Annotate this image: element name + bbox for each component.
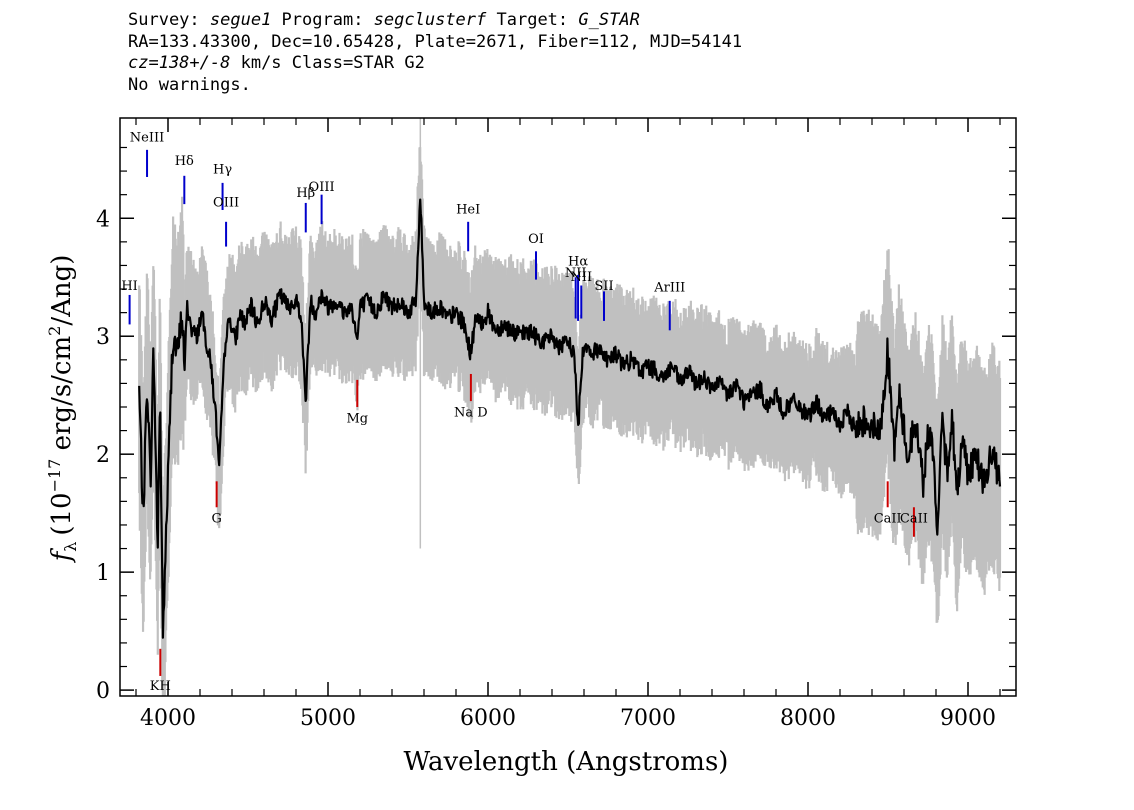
y-tick-label: 1 bbox=[96, 561, 110, 586]
spectral-line-label: Hβ bbox=[296, 186, 315, 201]
spectral-line-label: Mg bbox=[346, 411, 368, 426]
spectral-line-label: Hγ bbox=[213, 162, 232, 177]
header-line-redshift: cz=138+/-8 km/s Class=STAR G2 bbox=[128, 53, 1028, 75]
y-axis-title: fλ(10−17 erg/s/cm2/Ang) bbox=[45, 255, 80, 564]
target-label: Target: bbox=[486, 10, 579, 30]
spectral-line-label: CaII bbox=[900, 512, 928, 527]
y-axis-close: /Ang) bbox=[47, 255, 77, 326]
header-line-survey: Survey: segue1 Program: segclusterf Targ… bbox=[128, 10, 1028, 32]
spectrum-header: Survey: segue1 Program: segclusterf Targ… bbox=[128, 10, 1028, 96]
spectral-line-label: OIII bbox=[213, 195, 239, 210]
x-tick-label: 5000 bbox=[300, 706, 356, 731]
spectral-line-label: HI bbox=[121, 279, 137, 294]
y-axis-open: (10 bbox=[47, 492, 77, 535]
spectral-line-label: OIII bbox=[309, 180, 335, 195]
flux-layer bbox=[138, 198, 1002, 639]
target-value: G_STAR bbox=[578, 10, 640, 30]
y-axis-subscript: λ bbox=[61, 542, 80, 552]
y-axis-exp1: −17 bbox=[45, 459, 64, 493]
spectral-line-label: HeI bbox=[456, 203, 480, 218]
redshift-value: cz=138+/-8 bbox=[128, 53, 231, 73]
x-tick-label: 6000 bbox=[460, 706, 516, 731]
x-axis-title: Wavelength (Angstroms) bbox=[404, 747, 729, 777]
x-tick-label: 8000 bbox=[780, 706, 836, 731]
y-tick-label: 2 bbox=[96, 443, 110, 468]
spectral-line-label: SII bbox=[594, 279, 613, 294]
spectral-line-label: NII bbox=[565, 266, 587, 281]
y-axis-exp2: 2 bbox=[45, 326, 64, 336]
program-value: segclusterf bbox=[373, 10, 487, 30]
spectral-line-label: KH bbox=[150, 679, 171, 694]
x-tick-label: 7000 bbox=[620, 706, 676, 731]
spectral-line-label: NII bbox=[570, 270, 592, 285]
y-tick-label: 4 bbox=[96, 207, 110, 232]
y-tick-label: 0 bbox=[96, 679, 110, 704]
survey-value: segue1 bbox=[209, 10, 272, 30]
spectral-line-label: NeIII bbox=[130, 131, 164, 146]
spectral-line-label: OI bbox=[528, 232, 544, 247]
header-line-warnings: No warnings. bbox=[128, 74, 251, 95]
axis-ticks-layer: 4000 5000 6000 7000 8000 9000 0 1 2 3 4 bbox=[96, 118, 1016, 731]
survey-label: Survey: bbox=[128, 10, 210, 30]
spectral-line-label: Hα bbox=[568, 254, 588, 269]
y-axis-units: erg/s/cm bbox=[47, 336, 77, 459]
spectral-line-label: ArIII bbox=[653, 280, 685, 295]
header-line-coordinates: RA=133.43300, Dec=10.65428, Plate=2671, … bbox=[128, 31, 743, 52]
spectral-line-label: G bbox=[211, 512, 221, 527]
class-value: km/s Class=STAR G2 bbox=[230, 53, 425, 73]
spectral-line-label: Na D bbox=[454, 405, 488, 420]
x-tick-label: 4000 bbox=[140, 706, 196, 731]
spectral-line-label: Hδ bbox=[175, 154, 194, 169]
flux-line bbox=[138, 198, 1002, 639]
y-tick-label: 3 bbox=[96, 325, 110, 350]
x-tick-label: 9000 bbox=[940, 706, 996, 731]
program-label: Program: bbox=[271, 10, 374, 30]
spectral-line-label: CaII bbox=[874, 512, 902, 527]
